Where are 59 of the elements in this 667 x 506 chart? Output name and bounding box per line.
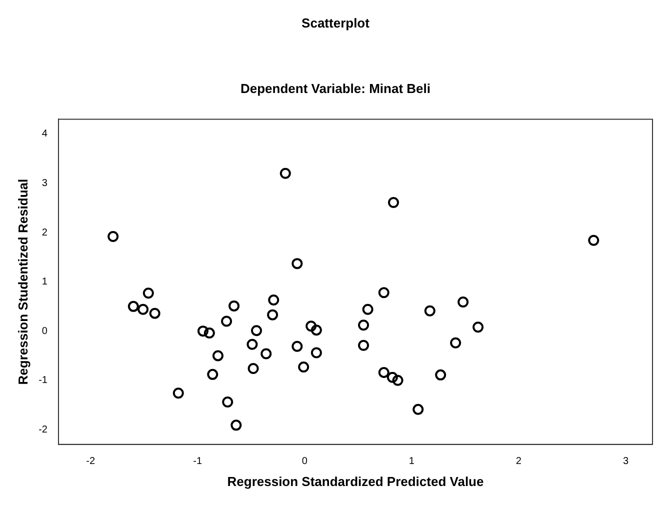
point xyxy=(292,258,303,270)
point xyxy=(267,309,278,320)
y-axis-title: Regression Studentized Residual xyxy=(15,178,30,385)
point xyxy=(221,316,232,327)
point xyxy=(412,404,424,415)
point xyxy=(250,325,262,336)
point xyxy=(378,366,390,378)
x-tick-label: -1 xyxy=(193,456,203,468)
point xyxy=(358,320,370,331)
point xyxy=(280,168,291,179)
point xyxy=(172,388,184,399)
point xyxy=(268,294,280,306)
point xyxy=(149,308,160,319)
y-tick-label: 3 xyxy=(42,178,48,190)
point xyxy=(246,338,258,350)
x-tick-label: 3 xyxy=(622,456,629,468)
chart-title: Scatterplot xyxy=(302,15,370,30)
point xyxy=(260,348,272,360)
point xyxy=(378,287,390,298)
point xyxy=(228,300,240,312)
point xyxy=(298,362,310,373)
point xyxy=(197,326,208,337)
point xyxy=(472,322,484,333)
point xyxy=(248,363,259,374)
point xyxy=(435,369,446,380)
x-tick-label: 0 xyxy=(302,456,308,468)
y-tick-label: 2 xyxy=(42,227,48,238)
point xyxy=(306,320,317,332)
y-tick-label: 0 xyxy=(42,326,48,337)
point xyxy=(292,340,303,352)
point xyxy=(424,305,436,316)
point xyxy=(222,396,234,408)
point xyxy=(386,372,398,383)
chart-subtitle: Dependent Variable: Minat Beli xyxy=(240,80,430,96)
point xyxy=(588,234,600,246)
point xyxy=(212,350,224,362)
point xyxy=(310,324,322,336)
point xyxy=(458,296,469,308)
point xyxy=(204,328,215,339)
point xyxy=(142,288,154,299)
x-axis-title: Regression Standardized Predicted Value xyxy=(227,474,484,489)
y-tick-label: -1 xyxy=(38,375,48,386)
point xyxy=(388,196,399,208)
point xyxy=(128,300,139,312)
point xyxy=(230,420,242,431)
y-tick-label: 1 xyxy=(42,276,48,288)
y-tick-label: -2 xyxy=(38,424,48,436)
x-tick-label: 2 xyxy=(516,456,522,468)
point xyxy=(138,304,149,315)
point xyxy=(108,230,119,242)
point xyxy=(450,337,462,348)
point xyxy=(362,304,374,315)
point xyxy=(358,340,370,351)
point xyxy=(207,368,218,380)
x-tick-label: 1 xyxy=(408,456,415,468)
point xyxy=(392,374,404,386)
point xyxy=(310,347,322,358)
x-tick-label: -2 xyxy=(86,456,96,468)
y-tick-label: 4 xyxy=(42,128,48,140)
